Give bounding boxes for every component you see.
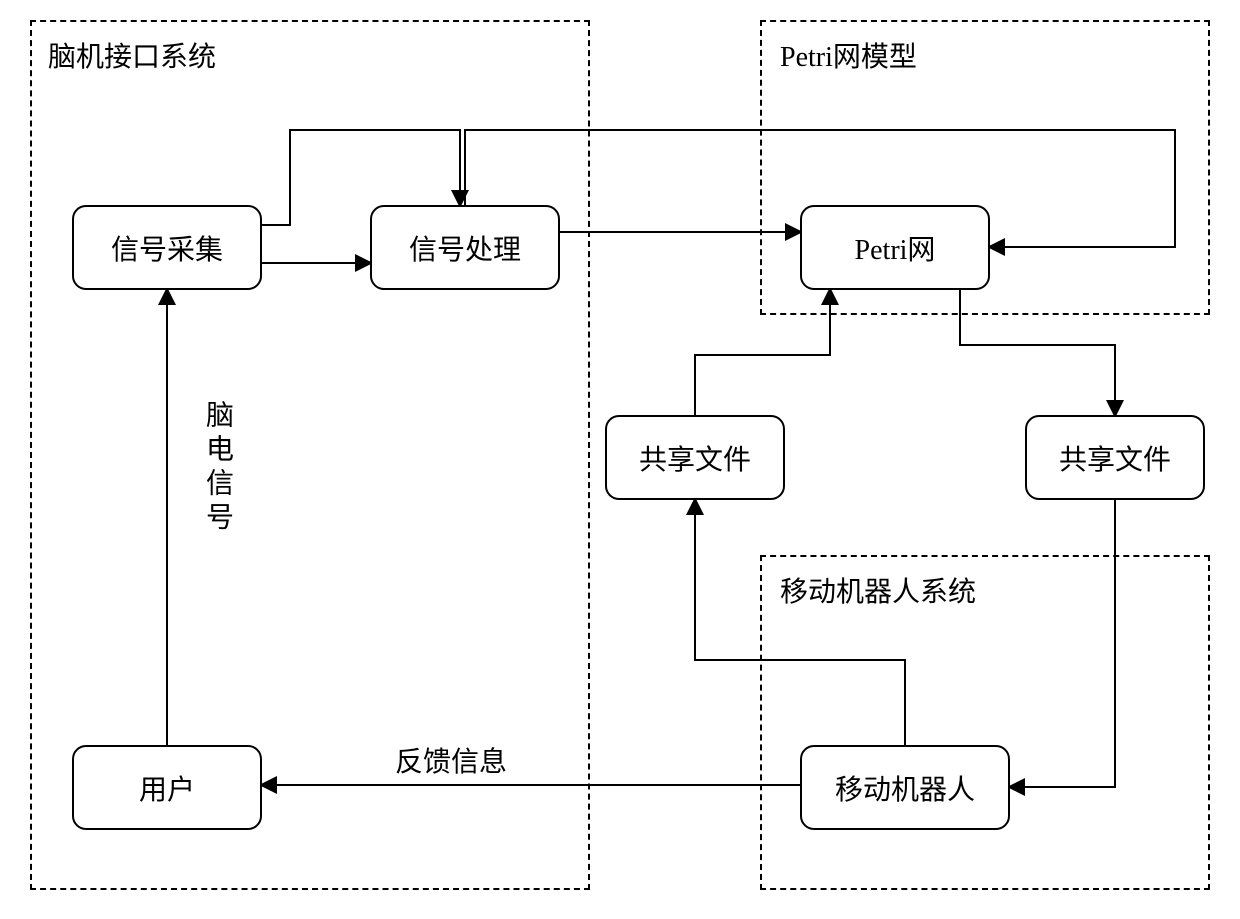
node-label: 共享文件 [639,438,751,478]
node-mobile-robot: 移动机器人 [800,745,1010,830]
node-user: 用户 [72,745,262,830]
node-label: 用户 [139,768,195,808]
node-label: 共享文件 [1059,438,1171,478]
node-label: 信号处理 [409,228,521,268]
node-shared-file-right: 共享文件 [1025,415,1205,500]
edge-label-eeg: 脑电信号 [197,400,237,536]
edge-label-feedback: 反馈信息 [395,740,507,780]
node-label: 信号采集 [111,228,223,268]
node-signal-acquisition: 信号采集 [72,205,262,290]
node-signal-processing: 信号处理 [370,205,560,290]
region-robot-label: 移动机器人系统 [780,570,976,610]
region-bci-label: 脑机接口系统 [48,35,216,75]
node-petri-net: Petri网 [800,205,990,290]
node-label: Petri网 [855,228,936,268]
region-petri-label: Petri网模型 [780,35,917,75]
node-label: 移动机器人 [835,768,975,808]
diagram-canvas: 脑机接口系统 Petri网模型 移动机器人系统 信号采集 信号处理 Petri网… [0,0,1240,919]
node-shared-file-left: 共享文件 [605,415,785,500]
